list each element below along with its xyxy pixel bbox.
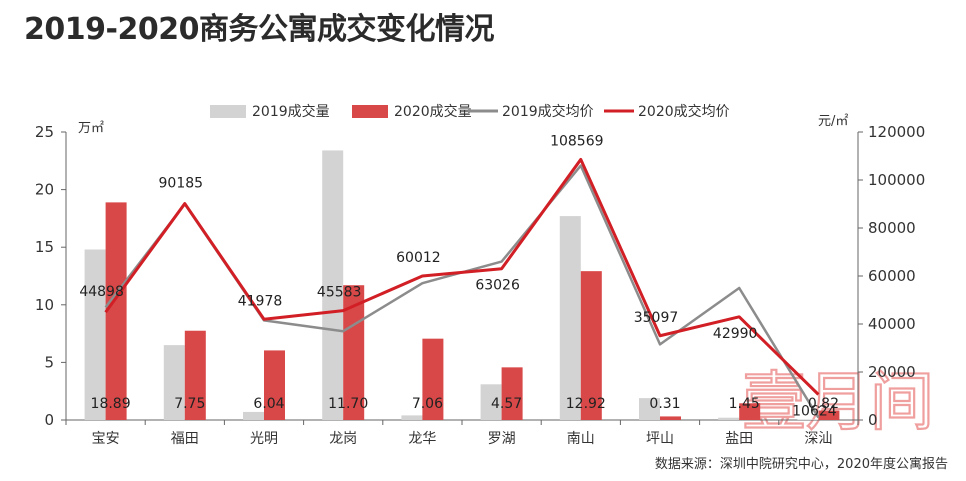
left-axis-unit: 万㎡ [78,121,104,136]
left-tick-label: 0 [44,411,54,429]
bar-value-label: 0.31 [649,396,680,412]
price-value-label: 44898 [79,284,124,300]
bar-2019 [243,411,264,420]
right-tick-label: 20000 [868,363,916,381]
line-2020-price [104,157,820,396]
bar-2019 [797,419,819,420]
right-tick-label: 60000 [868,267,916,285]
bar-2020 [580,271,602,420]
legend-swatch [352,105,388,118]
bar-2020 [818,410,840,420]
bar-value-label: 11.70 [328,396,368,412]
bar-value-label: 18.89 [91,396,131,412]
legend-label: 2020成交均价 [638,103,730,120]
bar-2019 [401,415,423,420]
right-tick-label: 80000 [868,219,916,237]
category-label: 南山 [567,431,595,447]
watermark-char: 间 [870,366,934,440]
right-tick-label: 40000 [868,315,916,333]
bar-value-label: 6.04 [253,396,284,412]
bar-2019 [322,150,344,420]
bar-2020 [422,338,444,420]
bar-2019 [163,345,185,420]
category-label: 坪山 [646,431,674,447]
bar-2020 [501,367,523,420]
category-label: 龙华 [408,431,436,447]
legend-label: 2019成交均价 [502,103,594,120]
category-label: 宝安 [92,431,120,447]
line-series [104,157,820,419]
legend-label: 2019成交量 [252,103,330,120]
right-tick-label: 120000 [868,123,925,141]
bar-value-label: 1.45 [729,396,760,412]
bar-2020 [105,202,127,420]
category-label: 龙岗 [329,431,357,447]
right-tick-label: 0 [868,411,878,429]
bar-series [84,150,840,420]
right-tick-label: 100000 [868,171,925,189]
watermark-char: 月 [806,366,870,440]
bar-value-label: 7.75 [174,396,205,412]
price-value-label: 35097 [634,310,679,326]
category-label: 深汕 [804,431,832,447]
category-label: 罗湖 [488,431,516,447]
bar-2019 [84,249,106,420]
price-value-label: 90185 [159,176,204,192]
bar-value-label: 7.06 [412,396,443,412]
price-value-label: 60012 [396,250,441,266]
bar-2020 [660,416,681,420]
line-2019-price [104,164,820,419]
category-label: 盐田 [725,431,753,447]
price-value-label: 10624 [792,404,837,420]
bar-2019 [480,384,502,420]
chart-legend: 2019成交量 2020成交量 2019成交均价 2020成交均价 [210,103,730,120]
chart-axes: 0 5 10 15 20 25 0 20000 40000 60000 80000 100000 120… [35,123,925,447]
bar-2019 [559,216,581,420]
bar-2020 [184,330,206,420]
bar-value-label: 4.57 [491,396,522,412]
price-value-label: 41978 [238,293,283,309]
watermark: 壹月间 [741,365,935,441]
price-value-label: 45583 [317,285,362,301]
bar-value-label: 12.92 [566,396,606,412]
price-value-label: 42990 [713,326,758,342]
category-label: 福田 [171,431,199,447]
price-value-label: 63026 [475,278,520,294]
left-tick-label: 15 [35,238,54,256]
bar-2019 [639,398,660,420]
bar-2020 [739,403,761,420]
category-label: 光明 [250,431,278,447]
bar-value-label: 0.82 [808,396,839,412]
data-labels: 18.89 7.75 6.04 11.70 7.06 4.57 12.92 0.31 1.45 0… [79,133,839,419]
bar-2019 [718,417,740,420]
chart-title: 2019-2020商务公寓成交变化情况 [24,12,494,47]
left-tick-label: 25 [35,123,54,141]
data-source-note: 数据来源：深圳中院研究中心，2020年度公寓报告 [655,456,948,472]
left-tick-label: 5 [44,353,54,371]
legend-swatch [210,105,246,118]
bar-2020 [264,350,285,420]
bar-2020 [343,285,365,420]
watermark-char: 壹 [742,366,806,440]
legend-label: 2020成交量 [394,103,472,120]
price-value-label: 108569 [550,133,603,149]
right-axis-unit: 元/㎡ [818,114,848,129]
left-tick-label: 10 [35,296,54,314]
left-tick-label: 20 [35,181,54,199]
